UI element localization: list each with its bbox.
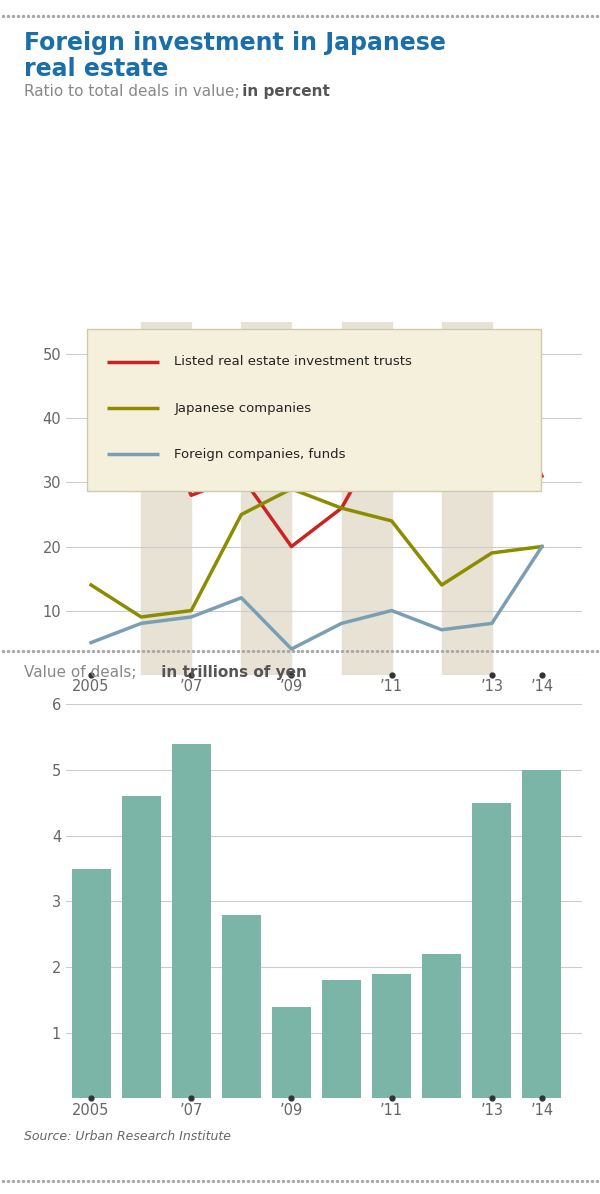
Text: in trillions of yen: in trillions of yen: [156, 665, 307, 681]
Bar: [71, 869, 110, 1098]
Bar: [241, 322, 292, 675]
FancyBboxPatch shape: [86, 330, 541, 492]
Bar: [442, 322, 492, 675]
Bar: [322, 980, 361, 1098]
Bar: [372, 974, 411, 1098]
Bar: [272, 1007, 311, 1098]
Text: real estate: real estate: [24, 57, 169, 81]
Text: Japanese companies: Japanese companies: [175, 401, 311, 414]
Text: in percent: in percent: [237, 84, 330, 99]
Bar: [422, 954, 461, 1098]
Bar: [222, 915, 261, 1098]
Bar: [341, 322, 392, 675]
Bar: [523, 770, 562, 1098]
Text: Value of deals;: Value of deals;: [24, 665, 137, 681]
Bar: [472, 804, 511, 1098]
Text: Source: Urban Research Institute: Source: Urban Research Institute: [24, 1130, 231, 1143]
Text: Foreign investment in Japanese: Foreign investment in Japanese: [24, 31, 446, 55]
Bar: [122, 796, 161, 1098]
Text: Ratio to total deals in value;: Ratio to total deals in value;: [24, 84, 239, 99]
Bar: [141, 322, 191, 675]
Text: Foreign companies, funds: Foreign companies, funds: [175, 448, 346, 461]
Bar: [172, 744, 211, 1098]
Text: Listed real estate investment trusts: Listed real estate investment trusts: [175, 356, 412, 368]
